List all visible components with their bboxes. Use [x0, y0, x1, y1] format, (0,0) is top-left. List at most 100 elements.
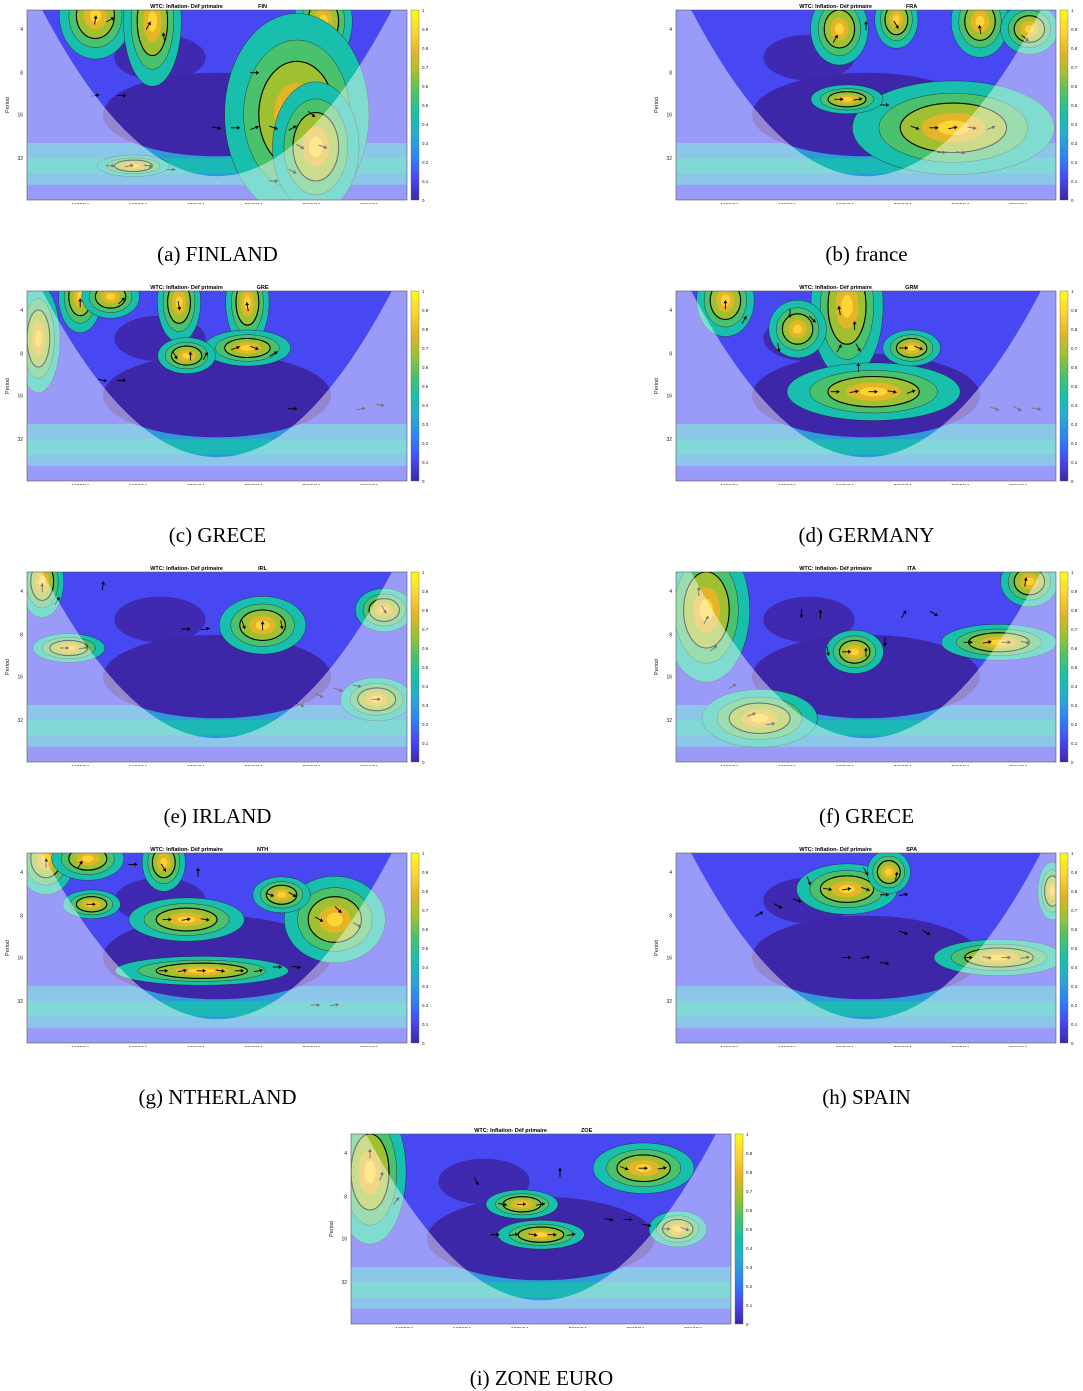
- colorbar-tick-label: 0.6: [422, 365, 429, 370]
- y-axis-label: Period: [654, 97, 660, 113]
- coherence-peak: [892, 14, 900, 25]
- phase-arrow: [497, 1202, 508, 1207]
- colorbar-tick-label: 0.5: [422, 103, 429, 108]
- x-tick-label: 1985Q4: [720, 484, 738, 485]
- coherence-band: [27, 439, 407, 455]
- phase-arrow: [269, 179, 278, 183]
- phase-arrow: [986, 125, 996, 130]
- colorbar-tick-label: 0.9: [1071, 589, 1078, 594]
- x-tick-label: 2010Q4: [360, 1046, 378, 1047]
- phase-arrow: [898, 892, 909, 897]
- phase-arrow: [822, 887, 833, 892]
- coherence-peak: [175, 296, 183, 309]
- colorbar-tick-label: 0: [746, 1322, 749, 1327]
- x-tick-label: 1990Q4: [129, 1046, 147, 1047]
- colorbar-tick-label: 0.2: [746, 1284, 753, 1289]
- x-tick-label: 2000Q4: [894, 203, 912, 204]
- x-tick-label: 2005Q4: [626, 1327, 644, 1328]
- x-tick-label: 1995Q4: [511, 1327, 529, 1328]
- phase-arrow: [747, 712, 756, 717]
- colorbar-tick-label: 0.4: [422, 684, 429, 689]
- plot-frame: [675, 852, 1057, 1044]
- coherence-peak: [364, 1160, 376, 1184]
- phase-arrow: [860, 955, 871, 960]
- coherence-peak: [308, 136, 323, 158]
- wtc-plot: WTC: Inflation- Déf primaire ZOE Period 4 8 1…: [329, 1128, 753, 1328]
- colorbar-tick-label: 0.4: [1071, 122, 1078, 127]
- panel-caption: (h) SPAIN: [822, 1085, 911, 1109]
- coherence-band: [27, 720, 407, 736]
- phase-arrow: [864, 21, 868, 31]
- phase-arrow: [371, 697, 381, 702]
- phase-arrow: [106, 17, 115, 23]
- x-tick-label: 2010Q4: [360, 484, 378, 485]
- plot-country-code: IRL: [258, 566, 268, 572]
- colorbar-tick-label: 1: [1071, 289, 1074, 294]
- y-tick-label: 8: [669, 914, 672, 920]
- colorbar-tick-label: 0.2: [1071, 722, 1078, 727]
- phase-arrow: [696, 587, 701, 596]
- wtc-plot: WTC: Inflation- Déf primaire ITA Period 4 8 1…: [654, 566, 1078, 766]
- colorbar-tick-label: 0.3: [1071, 141, 1078, 146]
- phase-arrow: [1021, 34, 1029, 42]
- plot-country-code: GRE: [257, 285, 269, 291]
- coherence-peak: [834, 23, 844, 35]
- phase-arrow: [963, 640, 973, 645]
- colorbar-tick-label: 0.8: [422, 889, 429, 894]
- y-tick-label: 16: [341, 1237, 347, 1243]
- coherence-peak: [147, 11, 157, 32]
- colorbar-tick-label: 0.5: [422, 946, 429, 951]
- wtc-plot: WTC: Inflation- Déf primaire FRA Period 4 8 1…: [654, 4, 1078, 204]
- phase-arrow: [375, 403, 385, 408]
- phase-arrow: [117, 378, 126, 383]
- phase-arrow: [558, 1168, 562, 1177]
- x-tick-label: 2010Q4: [1009, 1046, 1027, 1047]
- coherence-peak: [106, 293, 116, 301]
- colorbar-tick-label: 0.4: [422, 965, 429, 970]
- phase-arrow: [929, 125, 939, 130]
- y-axis-label: Period: [5, 659, 11, 675]
- coherence-peak: [160, 857, 168, 868]
- colorbar-tick-label: 0.6: [1071, 646, 1078, 651]
- coherence-peak: [885, 868, 893, 876]
- colorbar-tick-label: 0.8: [422, 327, 429, 332]
- plot-title: WTC: Inflation- Déf primaire: [150, 4, 223, 10]
- phase-arrow: [856, 363, 861, 372]
- y-tick-label: 4: [20, 589, 23, 595]
- phase-arrow: [318, 144, 328, 150]
- phase-arrow: [393, 1197, 400, 1205]
- phase-arrow: [196, 968, 206, 973]
- x-tick-label: 1990Q4: [778, 484, 796, 485]
- y-tick-label: 32: [17, 718, 23, 724]
- phase-arrow: [880, 892, 889, 897]
- colorbar-tick-label: 0.3: [422, 984, 429, 989]
- colorbar-tick-label: 0: [1071, 1041, 1074, 1046]
- phase-arrow: [657, 1166, 667, 1170]
- phase-arrow: [93, 15, 98, 25]
- phase-arrow: [181, 917, 191, 922]
- colorbar-tick-label: 0.3: [746, 1265, 753, 1270]
- x-tick-label: 2000Q4: [569, 1327, 587, 1328]
- colorbar-tick-label: 0.9: [422, 27, 429, 32]
- x-tick-label: 2010Q4: [360, 203, 378, 204]
- colorbar-tick-label: 0.1: [1071, 460, 1078, 465]
- phase-arrow: [288, 891, 297, 898]
- phase-arrow: [832, 34, 838, 44]
- phase-arrow: [517, 1202, 526, 1207]
- phase-arrow: [977, 24, 982, 35]
- coherence-low-region: [103, 353, 331, 438]
- x-tick-label: 2000Q4: [894, 484, 912, 485]
- phase-arrow: [868, 389, 878, 394]
- phase-arrow: [329, 1002, 339, 1007]
- phase-arrow: [250, 125, 259, 130]
- coherence-peak: [989, 639, 1009, 646]
- phase-arrow: [215, 969, 225, 973]
- phase-arrow: [806, 876, 812, 886]
- plot-frame: [675, 290, 1057, 482]
- phase-arrow: [250, 70, 259, 75]
- phase-arrow: [849, 389, 859, 394]
- phase-arrow: [982, 640, 992, 645]
- coherence-peak: [326, 912, 343, 927]
- x-tick-label: 1985Q4: [71, 765, 89, 766]
- cone-of-influence: [27, 572, 407, 762]
